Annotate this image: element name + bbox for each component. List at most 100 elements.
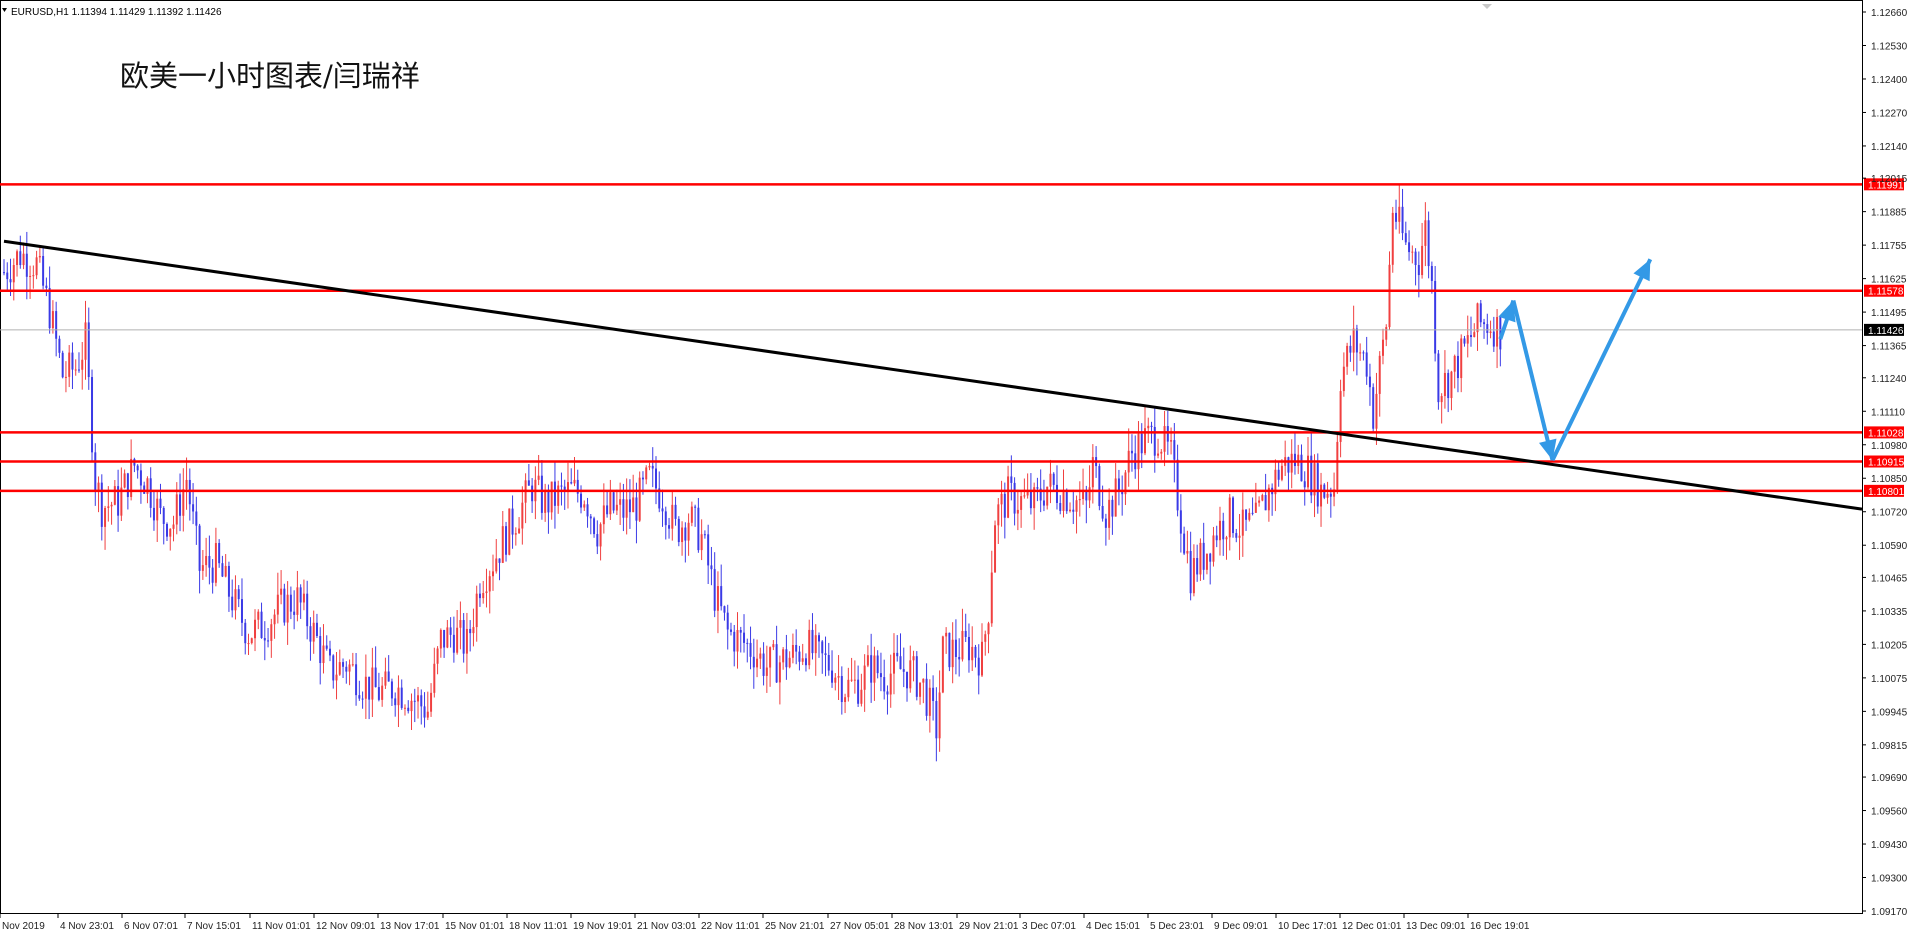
y-tick-label: 1.09945 (1871, 707, 1908, 718)
candle-body (195, 511, 198, 526)
x-tick-label: 5 Dec 23:01 (1150, 921, 1204, 932)
level-price-tag (1864, 455, 1904, 468)
candle-body (765, 667, 768, 676)
candle-body (254, 619, 257, 639)
candle-body (472, 627, 475, 634)
candle-body (1137, 433, 1140, 470)
candle-body (283, 588, 286, 623)
candle-body (1395, 212, 1398, 222)
candle-body (576, 479, 579, 494)
candle-body (351, 664, 354, 666)
candle-body (1401, 206, 1404, 234)
candle-body (1108, 499, 1111, 528)
candle-body (1212, 535, 1215, 562)
candle-body (586, 504, 589, 517)
x-tick-label: 13 Dec 09:01 (1406, 921, 1466, 932)
y-tick-label: 1.11110 (1871, 407, 1905, 418)
x-tick-label: 25 Nov 21:01 (765, 921, 825, 932)
candle-body (426, 711, 429, 718)
candle-body (22, 253, 25, 266)
candle-body (247, 643, 250, 645)
candle-body (658, 488, 661, 509)
candle-body (1072, 509, 1075, 512)
candle-body (1199, 542, 1202, 575)
candle-body (1007, 476, 1010, 518)
candle-body (152, 507, 155, 521)
y-tick-label: 1.11625 (1871, 275, 1907, 286)
candle-body (113, 486, 116, 505)
candle-body (35, 257, 38, 276)
y-tick-label: 1.12270 (1871, 108, 1908, 119)
candle-body (1424, 220, 1427, 246)
candle-body (593, 518, 596, 535)
candle-body (511, 508, 514, 535)
candle-body (1427, 220, 1430, 267)
candle-body (544, 491, 547, 513)
candle-body (1339, 391, 1342, 442)
candle-body (1391, 212, 1394, 265)
candle-body (997, 504, 1000, 526)
candle-body (782, 649, 785, 663)
candle-body (377, 687, 380, 700)
candle-body (1473, 332, 1476, 338)
candle-body (651, 465, 654, 469)
candle-body (1222, 520, 1225, 540)
horizontal-levels: 1.11991 1.11578 1.11028 1.10915 1.10801 1.114… (0, 178, 1905, 498)
y-tick-label: 1.10075 (1871, 674, 1908, 685)
candle-body (664, 511, 667, 526)
candle-body (364, 676, 367, 699)
candle-body (560, 485, 563, 487)
candle-body (831, 670, 834, 683)
candle-body (1437, 353, 1440, 403)
candle-body (227, 565, 230, 597)
candle-body (1163, 426, 1166, 452)
candle-body (818, 635, 820, 642)
level-price-label: 1.11991 (1868, 180, 1904, 191)
candle-body (938, 692, 941, 739)
y-tick-label: 1.12660 (1871, 8, 1908, 19)
candle-body (772, 644, 775, 648)
candle-body (1166, 426, 1169, 442)
x-tick-label: 29 Nov 21:01 (959, 921, 1019, 932)
candle-body (1179, 510, 1182, 534)
candle-body (478, 593, 481, 599)
candle-body (289, 594, 292, 612)
candle-body (1440, 396, 1443, 403)
trendline[interactable] (3, 239, 1863, 511)
candle-body (1359, 352, 1362, 354)
candle-body (361, 698, 364, 700)
candle-body (1489, 331, 1492, 333)
scroll-marker-icon[interactable] (1482, 4, 1492, 9)
projection-arrows (1498, 258, 1653, 462)
candle-body (804, 658, 807, 666)
candle-body (1466, 335, 1469, 344)
candle-body (615, 504, 618, 511)
candle-body (240, 599, 243, 623)
candle-body (870, 655, 873, 683)
y-tick-label: 1.10980 (1871, 441, 1908, 452)
candle-body (452, 634, 455, 653)
candle-body (16, 251, 19, 266)
candle-body (583, 504, 586, 508)
candle-body (1196, 558, 1199, 575)
level-price-label: 1.11028 (1868, 428, 1904, 439)
candle-body (1277, 469, 1280, 480)
candle-body (967, 636, 970, 661)
candle-body (270, 624, 273, 641)
candle-body (1450, 371, 1453, 399)
candle-body (1082, 491, 1085, 500)
symbol-dropdown-icon[interactable] (2, 8, 7, 12)
candle-body (645, 467, 648, 480)
candle-body (733, 631, 736, 652)
candle-body (739, 629, 742, 633)
candle-body (315, 622, 318, 636)
candle-body (589, 516, 592, 519)
x-tick-label: 16 Dec 19:01 (1470, 921, 1530, 932)
candle-body (1293, 453, 1296, 467)
candle-body (570, 482, 573, 484)
candle-body (622, 499, 625, 518)
candle-body (863, 665, 866, 690)
candle-body (681, 527, 684, 543)
candle-body (1486, 324, 1489, 333)
y-tick-label: 1.09690 (1871, 773, 1908, 784)
